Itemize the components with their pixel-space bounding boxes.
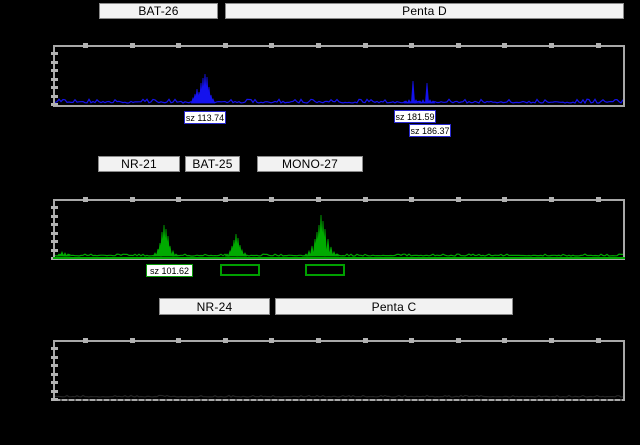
axis-tick-top <box>269 43 275 48</box>
size-label[interactable]: sz 101.62 <box>146 264 193 277</box>
marker-label-mono-27: MONO-27 <box>257 156 363 172</box>
electropherogram-panel-green-channel[interactable] <box>51 197 625 260</box>
trace-blue-channel <box>55 73 623 105</box>
axis-tick-top <box>316 338 321 343</box>
axis-tick-top <box>502 43 508 48</box>
axis-tick-top <box>316 197 321 202</box>
axis-tick-top <box>176 43 182 48</box>
axis-tick-top <box>83 338 88 343</box>
axis-tick-top <box>83 43 88 48</box>
axis-tick-left <box>51 214 58 218</box>
axis-tick-top <box>409 43 415 48</box>
axis-tick-top <box>176 338 182 343</box>
axis-tick-top <box>362 197 368 202</box>
axis-tick-left <box>51 347 58 350</box>
axis-tick-left <box>51 206 58 209</box>
trace-empty-channel <box>55 394 623 398</box>
axis-tick-left <box>51 398 58 401</box>
axis-tick-left <box>51 77 58 81</box>
axis-tick-left <box>51 364 58 367</box>
axis-tick-left <box>51 381 58 384</box>
allele-range-box[interactable] <box>220 264 260 276</box>
size-label[interactable]: sz 113.74 <box>184 111 226 124</box>
electropherogram-panel-empty-channel[interactable] <box>51 338 625 401</box>
axis-tick-top <box>502 338 508 343</box>
axis-tick-top <box>269 338 275 343</box>
trace-green-channel <box>55 214 623 257</box>
baseline-dashes <box>55 399 623 401</box>
axis-tick-left <box>51 231 58 235</box>
axis-tick-top <box>595 43 601 48</box>
axis-tick-top <box>176 197 182 202</box>
axis-tick-top <box>222 197 228 202</box>
marker-label-penta-c: Penta C <box>275 298 513 315</box>
axis-tick-left <box>51 389 58 393</box>
allele-range-box[interactable] <box>305 264 345 276</box>
axis-tick-top <box>362 43 368 48</box>
axis-tick-top <box>362 338 368 343</box>
axis-tick-top <box>409 197 415 202</box>
axis-tick-left <box>51 94 58 98</box>
axis-tick-left <box>51 52 58 55</box>
axis-tick-left <box>51 60 58 64</box>
axis-tick-top <box>455 338 461 343</box>
axis-tick-top <box>269 197 275 202</box>
marker-label-bat-26: BAT-26 <box>99 3 218 19</box>
axis-tick-top <box>595 197 601 202</box>
axis-tick-top <box>549 43 554 48</box>
axis-tick-left <box>51 223 58 226</box>
electropherogram-panel-blue-channel[interactable] <box>51 43 625 107</box>
marker-label-nr-21: NR-21 <box>98 156 180 172</box>
axis-tick-top <box>409 338 415 343</box>
axis-tick-left <box>51 248 58 252</box>
axis-tick-top <box>129 43 135 48</box>
axis-tick-left <box>51 86 58 89</box>
axis-tick-left <box>51 355 58 359</box>
size-label[interactable]: sz 186.37 <box>409 124 451 137</box>
axis-tick-left <box>51 69 58 72</box>
marker-label-bat-25: BAT-25 <box>185 156 240 172</box>
axis-tick-left <box>51 240 58 243</box>
axis-tick-top <box>83 197 88 202</box>
axis-tick-left <box>51 372 58 376</box>
baseline-overlay <box>53 257 625 259</box>
axis-tick-left <box>51 103 58 106</box>
marker-label-nr-24: NR-24 <box>159 298 270 315</box>
axis-tick-top <box>222 43 228 48</box>
marker-label-penta-d: Penta D <box>225 3 624 19</box>
axis-tick-top <box>129 338 135 343</box>
axis-tick-top <box>549 197 554 202</box>
axis-tick-top <box>129 197 135 202</box>
axis-tick-top <box>316 43 321 48</box>
size-label[interactable]: sz 181.59 <box>394 110 436 123</box>
axis-tick-top <box>455 43 461 48</box>
axis-tick-top <box>455 197 461 202</box>
axis-tick-top <box>549 338 554 343</box>
axis-tick-top <box>222 338 228 343</box>
axis-tick-top <box>595 338 601 343</box>
axis-tick-top <box>502 197 508 202</box>
